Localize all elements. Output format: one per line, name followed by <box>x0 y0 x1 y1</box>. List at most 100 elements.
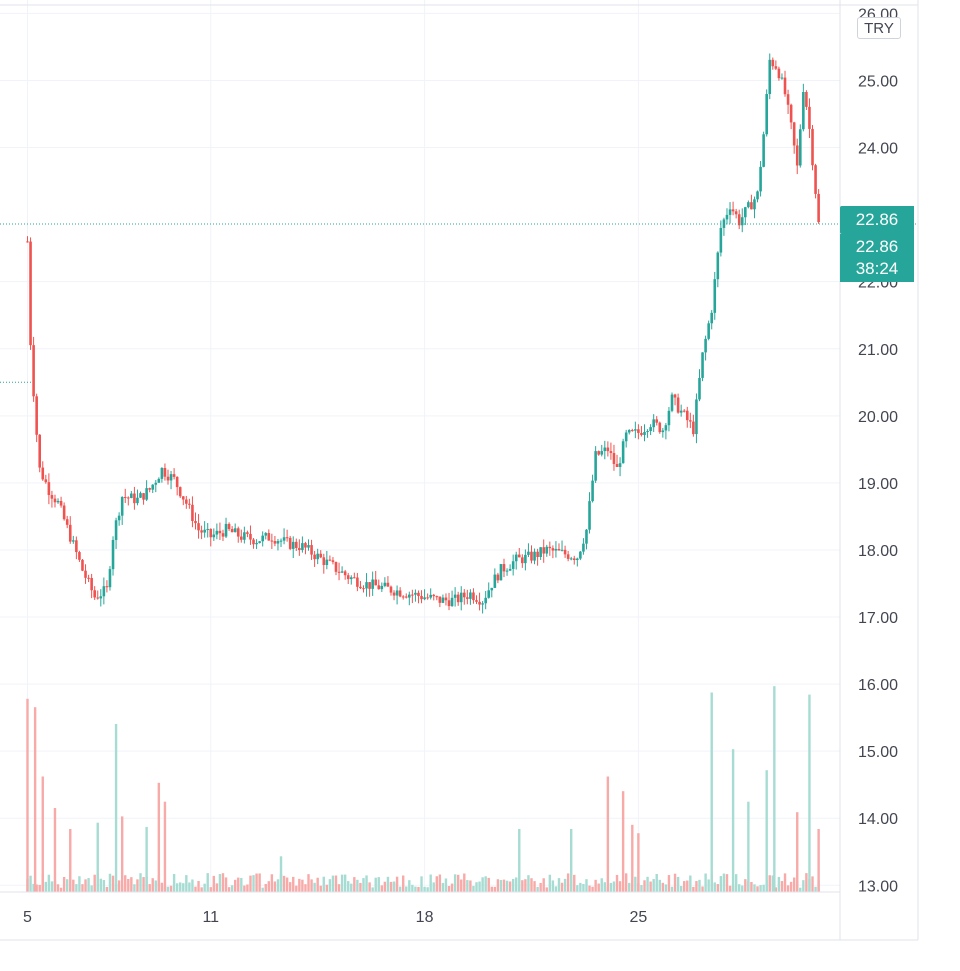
candle-body <box>212 534 216 538</box>
candle-body <box>530 551 533 561</box>
candles <box>0 53 918 614</box>
currency-badge[interactable]: TRY <box>857 17 901 39</box>
candle-body <box>438 596 442 603</box>
candle-body <box>664 425 668 431</box>
candle-body <box>191 504 194 522</box>
volume-spike <box>731 749 735 892</box>
volume-bar <box>230 885 234 892</box>
candle-body <box>692 421 695 435</box>
candle-body <box>780 77 784 79</box>
candle-body <box>398 590 402 597</box>
candle-body <box>661 430 665 433</box>
candle-body <box>637 429 640 433</box>
volume-bar <box>148 884 151 892</box>
candle-body <box>120 497 124 516</box>
volume-bar <box>704 873 707 892</box>
volume-bar <box>612 881 616 892</box>
y-tick-label: 16.00 <box>858 677 898 694</box>
volume-bar <box>285 877 289 892</box>
volume-bar <box>66 879 69 892</box>
candle-body <box>560 549 564 551</box>
volume-bar <box>62 877 66 892</box>
candle-body <box>676 397 680 413</box>
candle-body <box>102 586 106 597</box>
volume-bar <box>47 874 51 892</box>
y-tick-label: 15.00 <box>858 744 898 761</box>
volume-bar <box>789 881 793 892</box>
volume-bar <box>756 886 759 892</box>
candle-body <box>267 533 271 541</box>
candle-body <box>682 410 686 412</box>
candle-body <box>215 530 219 535</box>
candle-body <box>255 542 258 545</box>
volume-bar <box>90 885 93 892</box>
volume-bar <box>411 884 414 892</box>
candle-body <box>698 377 701 400</box>
candle-body <box>337 571 341 573</box>
volume-bar <box>127 878 130 892</box>
volume-bar <box>325 884 329 892</box>
candle-body <box>679 410 683 413</box>
candle-body <box>533 551 536 561</box>
candle-body <box>545 546 549 554</box>
volume-bar <box>243 885 246 892</box>
volume-bar <box>420 876 423 892</box>
volume-bar <box>762 884 765 892</box>
candle-body <box>78 552 81 560</box>
volume-bar <box>240 877 243 892</box>
volume-spike <box>145 826 148 892</box>
candle-body <box>563 549 567 555</box>
candle-body <box>236 528 240 537</box>
candle-body <box>630 430 634 432</box>
candle-body <box>487 590 491 598</box>
candle-body <box>151 484 155 490</box>
volume-bar <box>646 876 649 892</box>
candle-body <box>38 434 42 468</box>
candle-body <box>432 594 436 597</box>
volume-bar <box>771 875 774 892</box>
candle-body <box>472 592 475 601</box>
volume-bar <box>695 881 698 892</box>
candle-body <box>710 312 714 324</box>
candle-body <box>511 561 515 569</box>
volume-bar <box>566 873 570 892</box>
candle-body <box>386 582 390 587</box>
volume-bar <box>255 873 258 892</box>
candle-body <box>548 546 552 549</box>
candle-body <box>747 202 750 208</box>
volume-bar <box>722 873 726 892</box>
axes: 26.0025.0024.0022.0021.0020.0019.0018.00… <box>0 0 919 941</box>
x-tick-label: 11 <box>202 909 219 926</box>
candle-body <box>148 488 151 490</box>
volume-bar <box>154 880 157 892</box>
candle-body <box>62 505 66 520</box>
volume-spike <box>41 776 44 892</box>
y-tick-label: 20.00 <box>858 409 898 426</box>
candle-body <box>798 129 802 166</box>
candle-body <box>591 480 594 502</box>
candle-body <box>136 497 139 504</box>
candle-body <box>734 211 738 215</box>
volume-bars <box>26 686 820 892</box>
candle-body <box>481 603 484 605</box>
volume-bar <box>340 874 344 892</box>
volume-bar <box>447 886 451 892</box>
candle-body <box>728 209 732 215</box>
y-tick-label: 17.00 <box>858 610 898 627</box>
volume-bar <box>591 886 594 892</box>
candle-body <box>87 577 90 579</box>
volume-bar <box>490 886 493 892</box>
candle-body <box>466 597 469 599</box>
candle-body <box>456 594 460 603</box>
candle-body <box>294 541 298 548</box>
candle-body <box>579 551 582 559</box>
volume-bar <box>32 883 35 892</box>
volume-bar <box>524 879 527 892</box>
candle-body <box>291 541 295 549</box>
volume-bar <box>383 881 387 892</box>
volume-bar <box>618 881 622 892</box>
volume-bar <box>438 874 442 892</box>
volume-bar <box>456 874 460 892</box>
